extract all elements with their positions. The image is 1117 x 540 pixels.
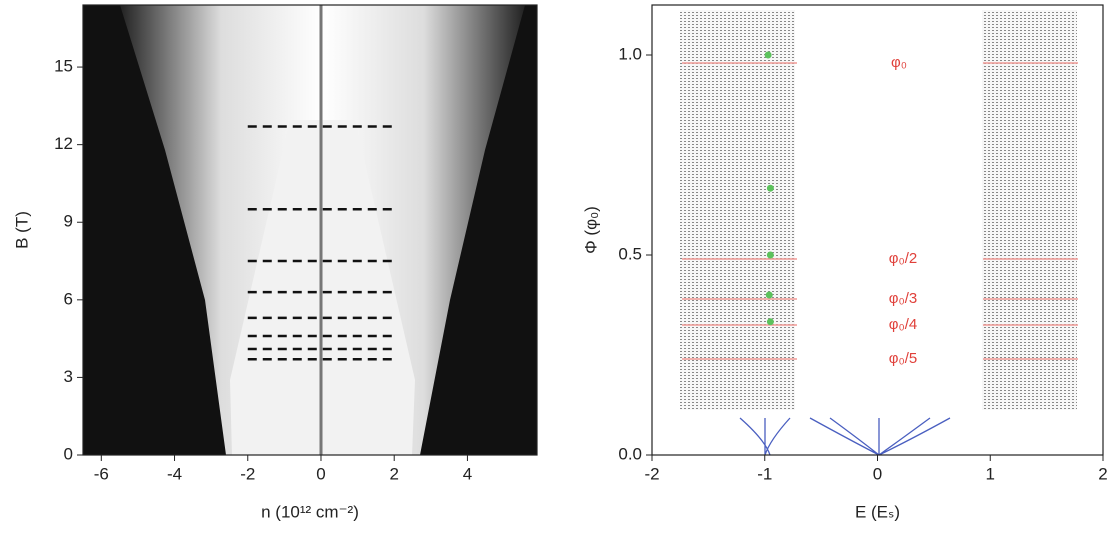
- y-axis-label: Φ (φ₀): [581, 206, 600, 254]
- point: [766, 184, 774, 192]
- annotation: φ₀/2: [889, 250, 917, 267]
- x-tick-label: 4: [463, 464, 472, 483]
- x-tick-label: -1: [757, 464, 772, 483]
- y-tick-label: 0.0: [618, 444, 642, 463]
- x-tick-label: 0: [316, 464, 325, 483]
- x-tick-label: -2: [644, 464, 659, 483]
- point: [764, 51, 772, 59]
- x-tick-label: -4: [167, 464, 182, 483]
- y-tick-label: 6: [64, 289, 73, 308]
- x-tick-label: 0: [873, 464, 882, 483]
- y-tick-label: 0: [64, 444, 73, 463]
- x-tick-label: -6: [94, 464, 109, 483]
- right-background: [652, 5, 1103, 456]
- point: [766, 251, 774, 259]
- y-tick-label: 15: [54, 57, 73, 76]
- y-tick-label: 3: [64, 367, 73, 386]
- y-axis-label: B (T): [12, 211, 31, 249]
- x-axis-label: n (10¹² cm⁻²): [261, 502, 359, 521]
- x-axis-label: E (Eₛ): [855, 502, 900, 521]
- x-tick-label: -2: [240, 464, 255, 483]
- annotation: φ₀/5: [889, 350, 917, 367]
- x-tick-label: 2: [389, 464, 398, 483]
- y-tick-label: 0.5: [618, 244, 642, 263]
- y-tick-label: 12: [54, 134, 73, 153]
- annotation: φ₀/3: [889, 290, 917, 307]
- annotation: φ₀: [891, 54, 907, 71]
- point: [766, 318, 774, 326]
- annotation: φ₀/4: [889, 316, 917, 333]
- y-tick-label: 9: [64, 212, 73, 231]
- plot-frame: [82, 4, 538, 456]
- y-tick-label: 1.0: [618, 44, 642, 63]
- point: [765, 291, 773, 299]
- left-background: [83, 5, 537, 455]
- x-tick-label: 1: [986, 464, 995, 483]
- x-tick-label: 2: [1098, 464, 1107, 483]
